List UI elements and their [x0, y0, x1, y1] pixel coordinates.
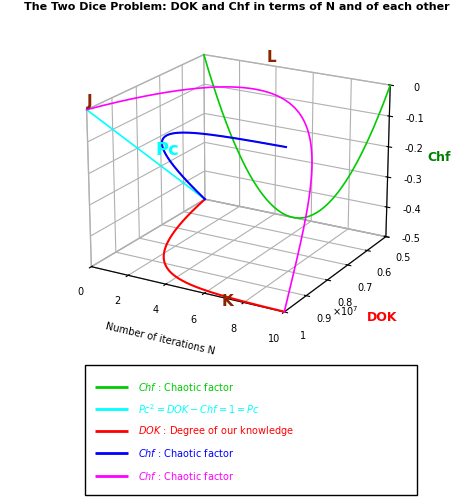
Text: $\mathit{Chf}$ : Chaotic factor: $\mathit{Chf}$ : Chaotic factor	[138, 470, 235, 482]
Text: $\mathit{Chf}$ : Chaotic factor: $\mathit{Chf}$ : Chaotic factor	[138, 448, 235, 460]
Y-axis label: DOK: DOK	[367, 311, 397, 324]
Text: $\mathit{DOK}$ : Degree of our knowledge: $\mathit{DOK}$ : Degree of our knowledge	[138, 424, 294, 438]
FancyBboxPatch shape	[85, 365, 417, 495]
Text: $\mathit{Pc}^2 = \mathit{DOK} - \mathit{Chf} = 1 = \mathit{Pc}$: $\mathit{Pc}^2 = \mathit{DOK} - \mathit{…	[138, 402, 260, 416]
X-axis label: Number of iterations N: Number of iterations N	[104, 322, 216, 356]
Text: The Two Dice Problem: DOK and Chf in terms of N and of each other: The Two Dice Problem: DOK and Chf in ter…	[24, 2, 450, 12]
Text: $\mathit{Chf}$ : Chaotic factor: $\mathit{Chf}$ : Chaotic factor	[138, 381, 235, 393]
Text: $\times 10^7$: $\times 10^7$	[332, 304, 359, 318]
